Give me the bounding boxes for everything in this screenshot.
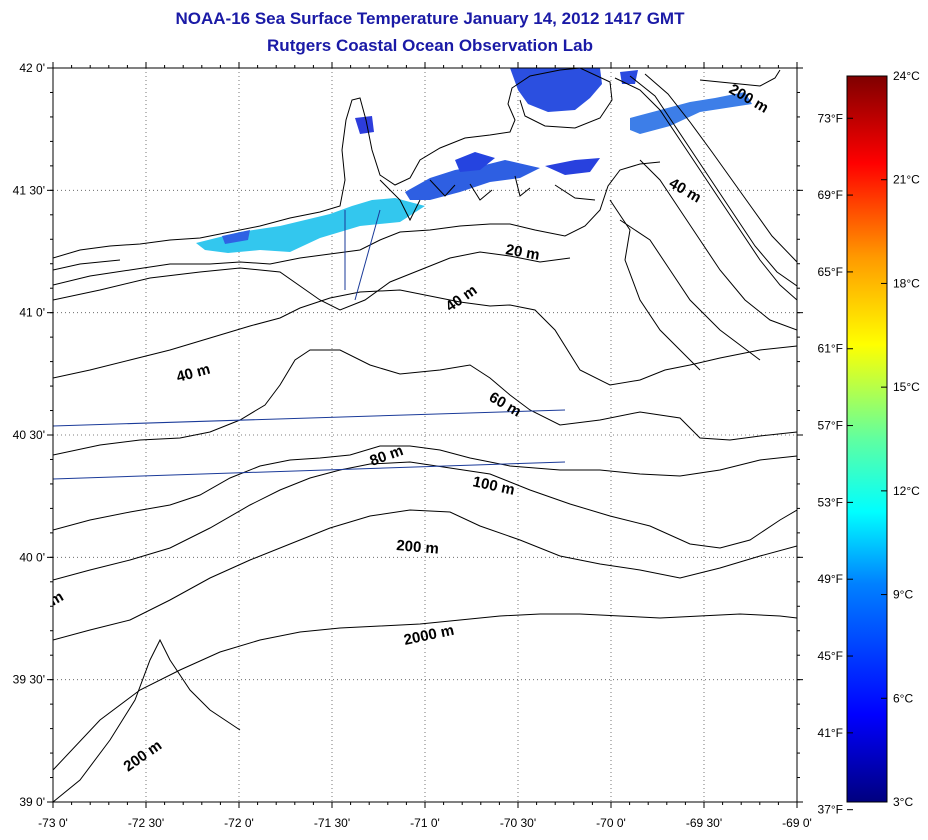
lon-label: -71 0'	[410, 816, 440, 830]
colorbar-c-label: 6°C	[893, 691, 913, 705]
sst-patch-small-1	[355, 116, 374, 134]
sst-patch-nantucket-shoals	[630, 92, 752, 134]
contour-gom-shelf	[614, 77, 797, 301]
lat-label: 39 30'	[13, 673, 45, 687]
colorbar-c-label: 21°C	[893, 173, 920, 187]
lat-label: 40 30'	[13, 428, 45, 442]
lat-label: 41 0'	[19, 306, 45, 320]
colorbar-c-label: 12°C	[893, 484, 920, 498]
bathymetry-contours	[53, 73, 797, 802]
contour-canyon	[53, 638, 241, 802]
map-title: NOAA-16 Sea Surface Temperature January …	[175, 9, 685, 28]
colorbar-c-label: 18°C	[893, 276, 920, 290]
longitude-labels: -73 0' -72 30' -72 0' -71 30' -71 0' -70 30' -…	[38, 816, 812, 830]
contour-60m	[53, 349, 797, 456]
sst-patch-buzzards	[455, 152, 495, 172]
colorbar	[846, 75, 888, 803]
contour-gom-2	[629, 75, 797, 287]
lon-label: -71 30'	[314, 816, 350, 830]
contour-label: 80 m	[368, 442, 406, 470]
lat-label: 41 30'	[13, 183, 45, 197]
sst-patch-small-2	[620, 70, 638, 84]
lon-label: -72 0'	[224, 816, 254, 830]
colorbar-c-label: 9°C	[893, 588, 913, 602]
lat-label: 39 0'	[19, 795, 45, 809]
lon-label: -69 0'	[782, 816, 812, 830]
contour-label: 40 m	[175, 361, 212, 386]
contour-label: m	[47, 588, 67, 609]
colorbar-f-label: 61°F	[818, 342, 843, 356]
contour-label: 100 m	[471, 473, 516, 498]
contour-label: 60 m	[486, 389, 524, 421]
contour-label: 20 m	[504, 241, 541, 264]
sst-patch-long-island-sound	[196, 198, 425, 253]
lat-label: 40 0'	[19, 550, 45, 564]
colorbar-c-label: 3°C	[893, 795, 913, 809]
colorbar-f-label: 57°F	[818, 419, 843, 433]
contour-label: 200 m	[396, 537, 440, 558]
map-subtitle: Rutgers Coastal Ocean Observation Lab	[267, 36, 593, 55]
colorbar-fahrenheit-labels: 73°F 69°F 65°F 61°F 57°F 53°F 49°F 45°F 41°F 37°F	[818, 111, 843, 816]
lon-label: -72 30'	[128, 816, 164, 830]
contour-label: 200 m	[121, 737, 166, 775]
colorbar-f-label: 41°F	[818, 726, 843, 740]
lon-label: -69 30'	[686, 816, 722, 830]
latitude-labels: 42 0' 41 30' 41 0' 40 30' 40 0' 39 30' 39 0'	[13, 61, 45, 809]
colorbar-ticks	[847, 75, 887, 811]
contour-label: 2000 m	[402, 622, 455, 649]
sst-patch-vineyard	[545, 158, 600, 175]
lon-label: -70 0'	[596, 816, 626, 830]
colorbar-f-label: 69°F	[818, 188, 843, 202]
contour-20m	[53, 251, 571, 311]
colorbar-c-label: 15°C	[893, 380, 920, 394]
coastline	[53, 68, 797, 371]
axis-ticks	[47, 62, 803, 808]
colorbar-f-label: 37°F	[818, 803, 843, 817]
contour-2000m	[53, 613, 797, 771]
contour-label: 200 m	[726, 81, 771, 117]
contour-label-group: 200 m 40 m 20 m 40 m 40 m 60 m 80 m 100 …	[47, 81, 771, 776]
contour-label: 40 m	[443, 282, 481, 316]
contour-40m-west	[53, 289, 797, 386]
sst-patch-cape-cod-bay	[510, 68, 602, 112]
colorbar-f-label: 53°F	[818, 495, 843, 509]
contour-80m	[53, 445, 797, 531]
colorbar-f-label: 65°F	[818, 265, 843, 279]
lat-label: 42 0'	[19, 61, 45, 75]
contour-gom-3	[644, 73, 797, 263]
lat-lon-grid	[53, 68, 797, 802]
colorbar-f-label: 45°F	[818, 649, 843, 663]
lon-label: -73 0'	[38, 816, 68, 830]
colorbar-f-label: 73°F	[818, 111, 843, 125]
contour-200m	[53, 509, 797, 641]
sst-patch-small-3	[222, 230, 250, 244]
contour-100m	[53, 461, 797, 581]
colorbar-celsius-labels: 24°C 21°C 18°C 15°C 12°C 9°C 6°C 3°C	[893, 69, 920, 809]
contour-label: 40 m	[666, 175, 704, 207]
lon-label: -70 30'	[500, 816, 536, 830]
track-lines	[53, 209, 566, 480]
colorbar-c-label: 24°C	[893, 69, 920, 83]
colorbar-f-label: 49°F	[818, 572, 843, 586]
